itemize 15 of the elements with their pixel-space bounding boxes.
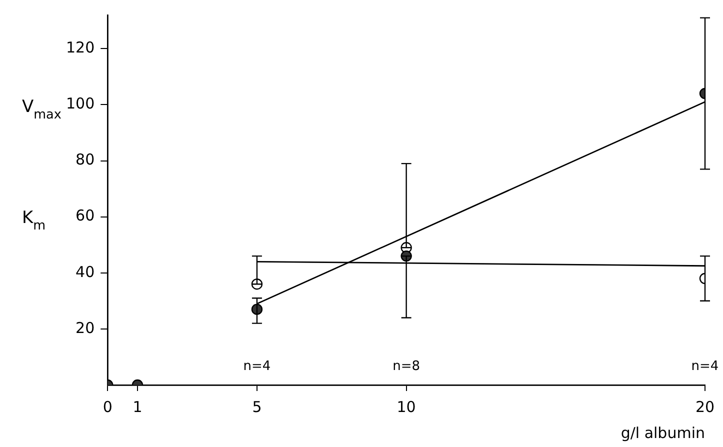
x-tick-label: 20 (695, 398, 715, 416)
y-tick-label: 120 (66, 38, 95, 57)
y-tick-label: 60 (76, 206, 95, 225)
x-tick-label: 10 (396, 398, 416, 416)
y-tick-label: 80 (76, 150, 95, 169)
annotation: n=4 (243, 358, 271, 374)
annotation: n=8 (392, 358, 420, 374)
y-tick-label: 100 (66, 94, 95, 113)
y-tick-label: 40 (76, 262, 95, 281)
y-tick-label: 20 (76, 318, 95, 337)
x-tick-label: 0 (102, 398, 112, 416)
x-axis-title: g/l albumin (620, 424, 705, 442)
annotation: n=4 (691, 358, 719, 374)
x-tick-label: 5 (252, 398, 262, 416)
x-tick-label: 1 (132, 398, 142, 416)
